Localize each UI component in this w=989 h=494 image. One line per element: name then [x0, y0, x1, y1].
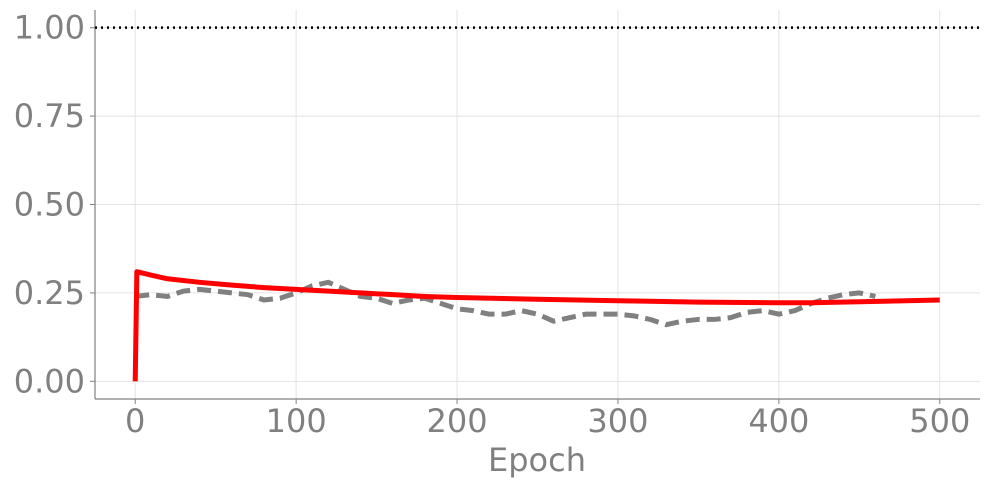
- x-tick-label: 200: [427, 402, 488, 440]
- x-tick-label: 300: [587, 402, 648, 440]
- y-tick-label: 0.50: [14, 186, 85, 224]
- series-line: [134, 279, 876, 328]
- x-tick-label: 100: [266, 402, 327, 440]
- y-tick-label: 0.75: [14, 97, 85, 135]
- y-tick-label: 0.25: [14, 274, 85, 312]
- x-tick-label: 500: [909, 402, 970, 440]
- x-tick-label: 0: [125, 402, 145, 440]
- series-line: [132, 269, 940, 382]
- y-tick-label: 1.00: [14, 9, 85, 47]
- x-tick-label: 400: [748, 402, 809, 440]
- x-axis-label: Epoch: [488, 441, 586, 479]
- y-tick-label: 0.00: [14, 362, 85, 400]
